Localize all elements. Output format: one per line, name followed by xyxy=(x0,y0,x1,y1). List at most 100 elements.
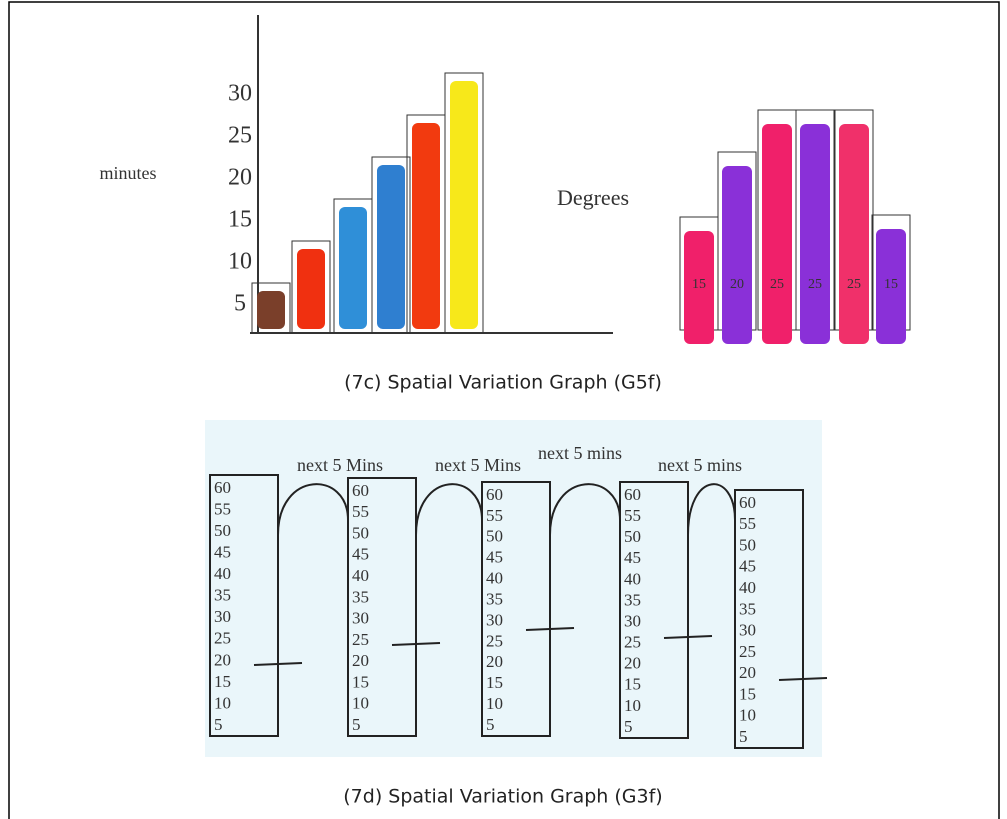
column-tick-label: 40 xyxy=(739,578,756,597)
column-tick-label: 40 xyxy=(624,569,641,588)
column-tick-label: 45 xyxy=(214,543,231,562)
column xyxy=(209,474,279,737)
column-tick-label: 10 xyxy=(624,696,641,715)
column-tick-label: 5 xyxy=(486,715,495,734)
figure-7c: minutes Degrees 5 10 15 20 25 30 15 20 25 25 25 15 xyxy=(100,15,911,344)
bar-fill xyxy=(297,249,325,329)
time-marker xyxy=(391,642,441,646)
column-tick-label: 20 xyxy=(352,651,369,670)
column-tick-label: 60 xyxy=(624,485,641,504)
column-tick-label: 25 xyxy=(352,630,369,649)
column-tick-label: 25 xyxy=(214,629,231,648)
column-tick-label: 60 xyxy=(352,481,369,500)
column-tick-label: 55 xyxy=(352,502,369,521)
connector-arc xyxy=(277,483,349,536)
column-tick-label: 5 xyxy=(624,717,633,736)
column-tick-label: 30 xyxy=(624,611,641,630)
column-tick-label: 30 xyxy=(352,609,369,628)
column-tick-label: 10 xyxy=(739,706,756,725)
time-marker xyxy=(525,627,575,631)
time-marker xyxy=(663,635,713,639)
column-tick-label: 15 xyxy=(214,672,231,691)
column-tick-label: 35 xyxy=(486,589,503,608)
column-tick-label: 5 xyxy=(739,727,748,746)
column-tick-label: 15 xyxy=(624,675,641,694)
column-tick-label: 40 xyxy=(214,564,231,583)
y-tick-label: 30 xyxy=(228,81,252,107)
bar-fill xyxy=(800,124,830,344)
column-tick-label: 25 xyxy=(624,633,641,652)
column-tick-label: 40 xyxy=(486,569,503,588)
column-tick-label: 10 xyxy=(214,693,231,712)
bar-fill xyxy=(684,231,714,344)
column-tick-label: 60 xyxy=(214,478,231,497)
bar-label: 25 xyxy=(847,277,861,292)
column-tick-label: 20 xyxy=(214,650,231,669)
connector-label: next 5 Mins xyxy=(297,455,383,475)
connector-arc xyxy=(549,483,621,536)
time-marker xyxy=(778,677,828,681)
bar-label: 15 xyxy=(692,277,706,292)
bar-fill xyxy=(839,124,869,344)
bar-fill xyxy=(450,81,478,329)
bar-fill xyxy=(257,291,285,329)
column-tick-label: 15 xyxy=(739,684,756,703)
column-tick-label: 55 xyxy=(214,499,231,518)
column-tick-label: 50 xyxy=(739,535,756,554)
axis-label: minutes xyxy=(100,163,157,183)
column-tick-label: 35 xyxy=(214,586,231,605)
column xyxy=(734,489,804,749)
column-tick-label: 20 xyxy=(739,663,756,682)
column-tick-label: 60 xyxy=(486,485,503,504)
column-tick-label: 30 xyxy=(739,621,756,640)
column-tick-label: 30 xyxy=(214,607,231,626)
column-tick-label: 55 xyxy=(739,514,756,533)
bar-outline xyxy=(444,72,484,334)
bar-fill xyxy=(876,229,906,344)
time-marker xyxy=(253,662,303,666)
caption: (7d) Spatial Variation Graph (G3f) xyxy=(343,786,662,808)
column-tick-label: 15 xyxy=(352,672,369,691)
column-tick-label: 50 xyxy=(486,527,503,546)
column-tick-label: 35 xyxy=(624,590,641,609)
bar-outline xyxy=(371,156,411,334)
connector-label: next 5 Mins xyxy=(435,455,521,475)
column-tick-label: 15 xyxy=(486,673,503,692)
bar-outline xyxy=(251,282,291,334)
axis-label: Degrees xyxy=(557,185,629,210)
y-tick-label: 20 xyxy=(228,165,252,191)
connector-label: next 5 mins xyxy=(538,443,622,463)
column-tick-label: 45 xyxy=(486,548,503,567)
bar-label: 25 xyxy=(808,277,822,292)
y-tick-label: 10 xyxy=(228,249,252,275)
column-tick-label: 45 xyxy=(739,557,756,576)
column-tick-label: 60 xyxy=(739,493,756,512)
column-tick-label: 55 xyxy=(624,506,641,525)
column xyxy=(619,481,689,739)
connector-label: next 5 mins xyxy=(658,455,742,475)
column-tick-label: 20 xyxy=(486,652,503,671)
bar-fill xyxy=(339,207,367,329)
connector-arc xyxy=(687,483,736,536)
bar-fill xyxy=(412,123,440,329)
photo-background xyxy=(205,420,822,757)
bar-fill xyxy=(762,124,792,344)
y-tick-label: 25 xyxy=(228,123,252,149)
column-tick-label: 45 xyxy=(352,545,369,564)
column-tick-label: 30 xyxy=(486,610,503,629)
column-tick-label: 50 xyxy=(352,523,369,542)
column-tick-label: 10 xyxy=(352,694,369,713)
column-tick-label: 20 xyxy=(624,654,641,673)
bar-fill xyxy=(722,166,752,344)
column-tick-label: 35 xyxy=(739,599,756,618)
caption: (7c) Spatial Variation Graph (G5f) xyxy=(344,372,662,394)
column-tick-label: 50 xyxy=(214,521,231,540)
column-tick-label: 45 xyxy=(624,548,641,567)
y-tick-label: 5 xyxy=(234,291,246,317)
column-tick-label: 35 xyxy=(352,587,369,606)
bar-fill xyxy=(377,165,405,329)
column-tick-label: 50 xyxy=(624,527,641,546)
bar-outline xyxy=(291,240,331,334)
column-tick-label: 55 xyxy=(486,506,503,525)
